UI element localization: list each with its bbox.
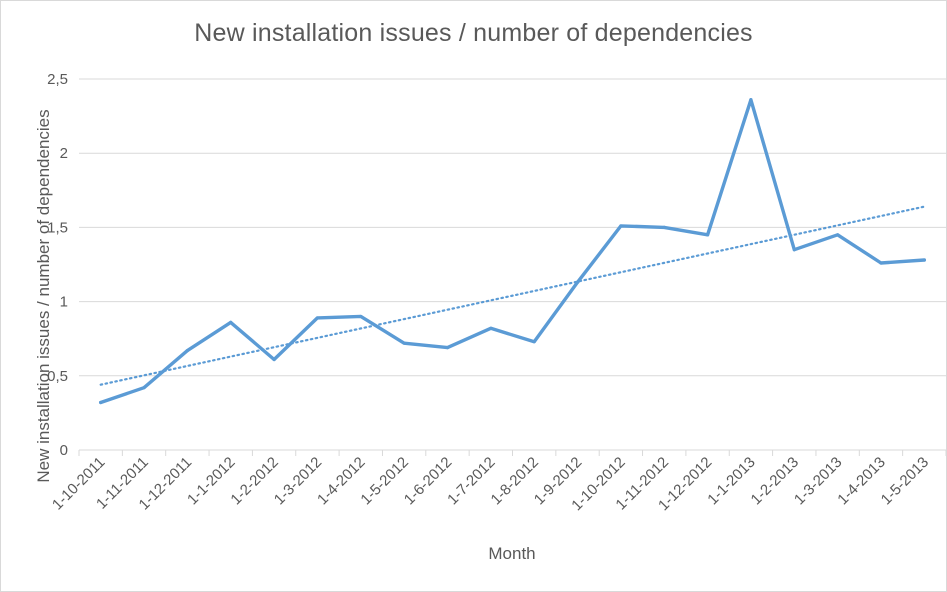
data-point (272, 357, 276, 362)
tick-labels: 00,511,522,51-10-20111-11-20111-12-20111… (47, 71, 932, 514)
data-point (836, 233, 840, 237)
data-point (922, 258, 926, 262)
y-tick-label: 2,5 (47, 71, 68, 88)
data-point (749, 98, 753, 102)
data-point (575, 280, 580, 284)
data-point (445, 346, 450, 350)
y-tick-label: 1,5 (47, 219, 68, 236)
data-point (489, 326, 493, 330)
series-line (98, 98, 926, 405)
y-tick-label: 0,5 (47, 368, 68, 385)
trendline (99, 205, 926, 386)
chart-title: New installation issues / number of depe… (194, 19, 753, 47)
data-point (619, 224, 623, 228)
data-point (402, 341, 406, 345)
data-point (532, 340, 536, 344)
x-tick-label: 1-5-2013 (878, 454, 932, 508)
x-axis-title: Month (488, 544, 535, 563)
gridlines (79, 78, 946, 377)
data-point (792, 248, 796, 252)
y-tick-label: 0 (60, 442, 68, 459)
data-point (705, 233, 710, 237)
data-point (99, 400, 103, 405)
data-point (879, 261, 883, 265)
trendline-layer (99, 205, 926, 386)
axes (78, 449, 946, 456)
series-layer (98, 98, 926, 405)
y-tick-label: 2 (60, 145, 68, 162)
data-point (359, 314, 363, 319)
y-tick-label: 1 (60, 294, 68, 311)
data-point (185, 348, 189, 353)
y-axis-title: New installation issues / number of depe… (34, 109, 53, 482)
data-point (229, 320, 233, 324)
data-point (662, 225, 666, 229)
data-point (315, 316, 320, 320)
data-point (142, 386, 146, 390)
